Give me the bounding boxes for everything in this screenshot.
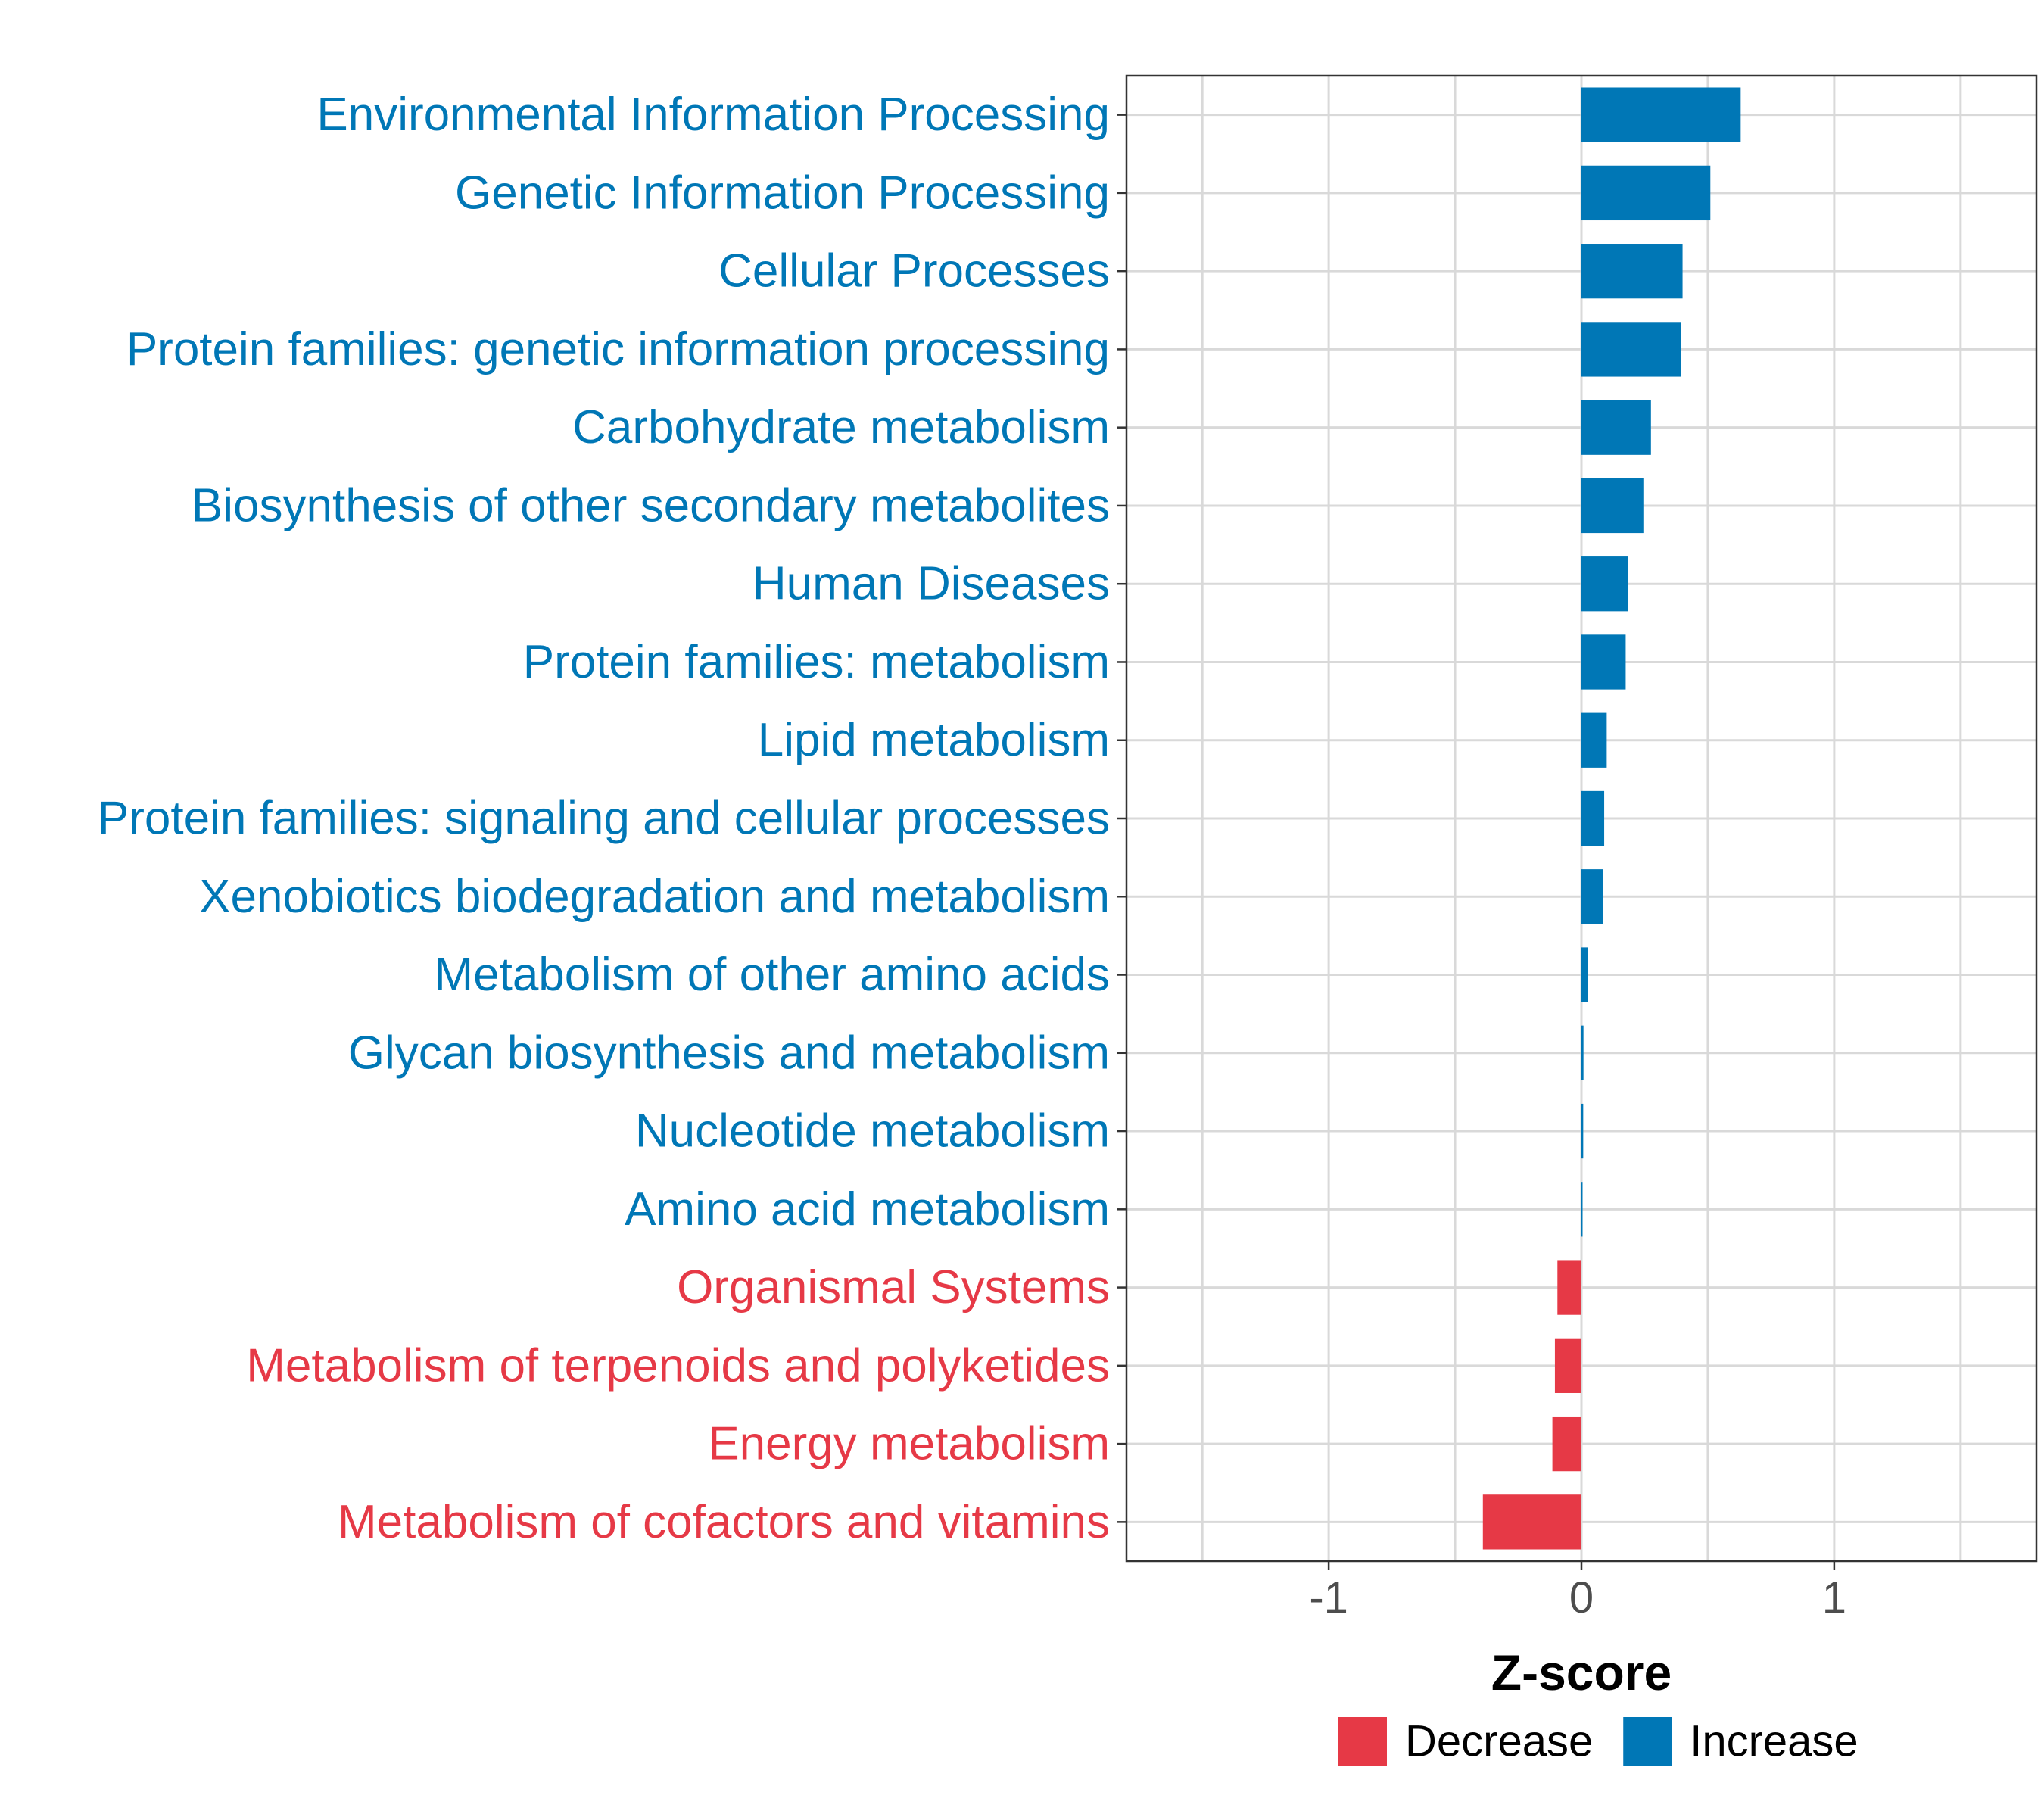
x-axis-title: Z-score [1491,1644,1672,1700]
legend-swatch [1338,1717,1387,1766]
bar [1581,1103,1584,1159]
x-tick-label: 1 [1822,1573,1846,1622]
category-label: Xenobiotics biodegradation and metabolis… [199,871,1110,923]
category-label: Cellular Processes [718,245,1110,298]
bar [1554,1338,1581,1393]
legend-label: Decrease [1405,1717,1593,1766]
bar [1581,1182,1583,1237]
legend-swatch [1623,1717,1672,1766]
category-label: Metabolism of other amino acids [434,949,1110,1001]
bar-layer [1482,87,1741,1550]
legend-label: Increase [1690,1717,1858,1766]
legend: Decrease Increase [1338,1717,1859,1766]
category-label: Lipid metabolism [758,714,1110,766]
category-label: Protein families: metabolism [523,636,1110,688]
category-label: Biosynthesis of other secondary metaboli… [192,479,1110,531]
category-labels: Environmental Information Processing Gene… [98,89,1110,1548]
category-label: Protein families: genetic information pr… [126,323,1110,376]
bar [1581,947,1588,1002]
category-label: Metabolism of terpenoids and polyketides [246,1339,1110,1392]
bar [1581,322,1681,377]
bar [1581,1025,1584,1080]
category-label: Metabolism of cofactors and vitamins [338,1496,1110,1548]
category-label: Human Diseases [752,558,1110,610]
category-label: Nucleotide metabolism [635,1105,1110,1158]
bar [1581,869,1603,924]
bar [1581,556,1628,612]
category-label: Environmental Information Processing [316,89,1110,141]
category-label: Energy metabolism [708,1418,1110,1470]
bar [1581,165,1711,221]
category-label: Organismal Systems [677,1261,1110,1314]
y-axis-ticks [1117,114,1126,1523]
category-label: Amino acid metabolism [625,1183,1110,1236]
bar [1581,244,1683,299]
bar [1581,712,1607,768]
category-label: Protein families: signaling and cellular… [98,793,1110,845]
x-tick-label: -1 [1309,1573,1348,1622]
bar [1581,87,1741,142]
bar [1557,1260,1581,1315]
category-label: Carbohydrate metabolism [572,401,1110,453]
bar [1581,478,1644,534]
bar [1581,400,1651,455]
bar [1581,634,1626,690]
x-axis: -1 0 1 [1309,1561,1846,1622]
bar [1482,1494,1581,1550]
category-label: Genetic Information Processing [455,167,1110,219]
bar [1581,790,1605,846]
bar [1552,1416,1581,1472]
category-label: Glycan biosynthesis and metabolism [348,1027,1110,1079]
x-tick-label: 0 [1569,1573,1594,1622]
